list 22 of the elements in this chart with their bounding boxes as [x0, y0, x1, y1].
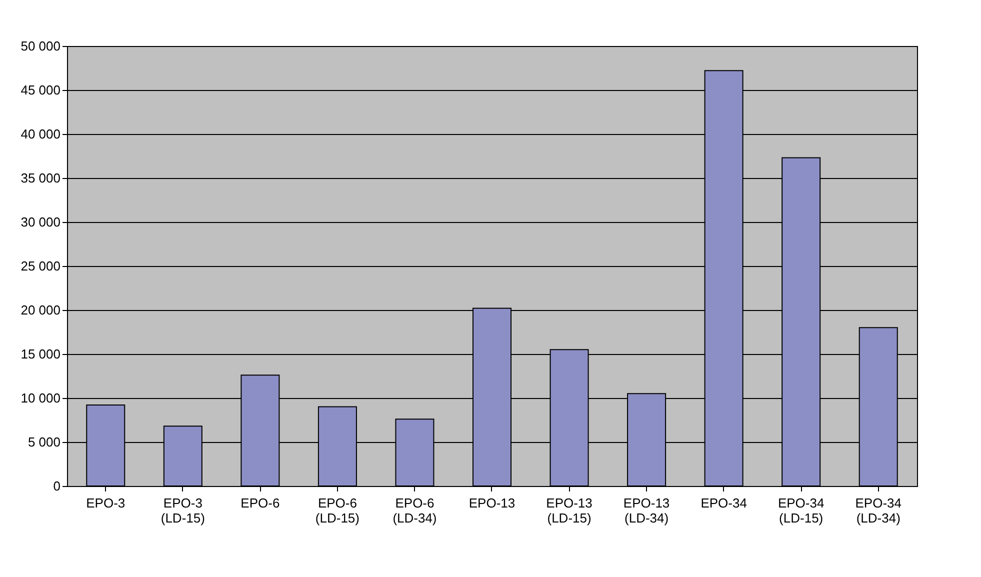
y-tick-label: 50 000: [20, 38, 60, 54]
y-tick-label: 35 000: [20, 170, 60, 186]
y-tick-label: 15 000: [20, 346, 60, 362]
x-tick-label: EPO-34 (LD-34): [855, 496, 902, 526]
y-tick-label: 10 000: [20, 390, 60, 406]
y-tick-label: 5 000: [28, 434, 60, 450]
x-tick-label: EPO-6 (LD-34): [392, 496, 437, 526]
x-tick-label: EPO-13: [468, 496, 516, 510]
x-tick-label: EPO-34: [700, 496, 747, 510]
x-tick-label: EPO-34 (LD-15): [778, 496, 824, 526]
y-tick-label: 45 000: [20, 82, 60, 98]
x-tick-label: EPO-3 (LD-15): [160, 496, 205, 526]
y-tick-label: 30 000: [20, 214, 60, 230]
x-tick-label: EPO-6 (LD-15): [315, 496, 360, 526]
y-tick-label: 25 000: [20, 258, 60, 274]
x-tick-label: EPO-13 (LD-34): [623, 496, 670, 526]
y-tick-label: 20 000: [20, 302, 60, 318]
y-tick-label: 40 000: [20, 126, 60, 142]
y-tick-label: 0: [53, 478, 60, 494]
x-tick-label: EPO-6: [240, 496, 280, 510]
x-tick-label: EPO-3: [86, 496, 126, 510]
x-tick-label: EPO-13 (LD-15): [546, 496, 592, 526]
